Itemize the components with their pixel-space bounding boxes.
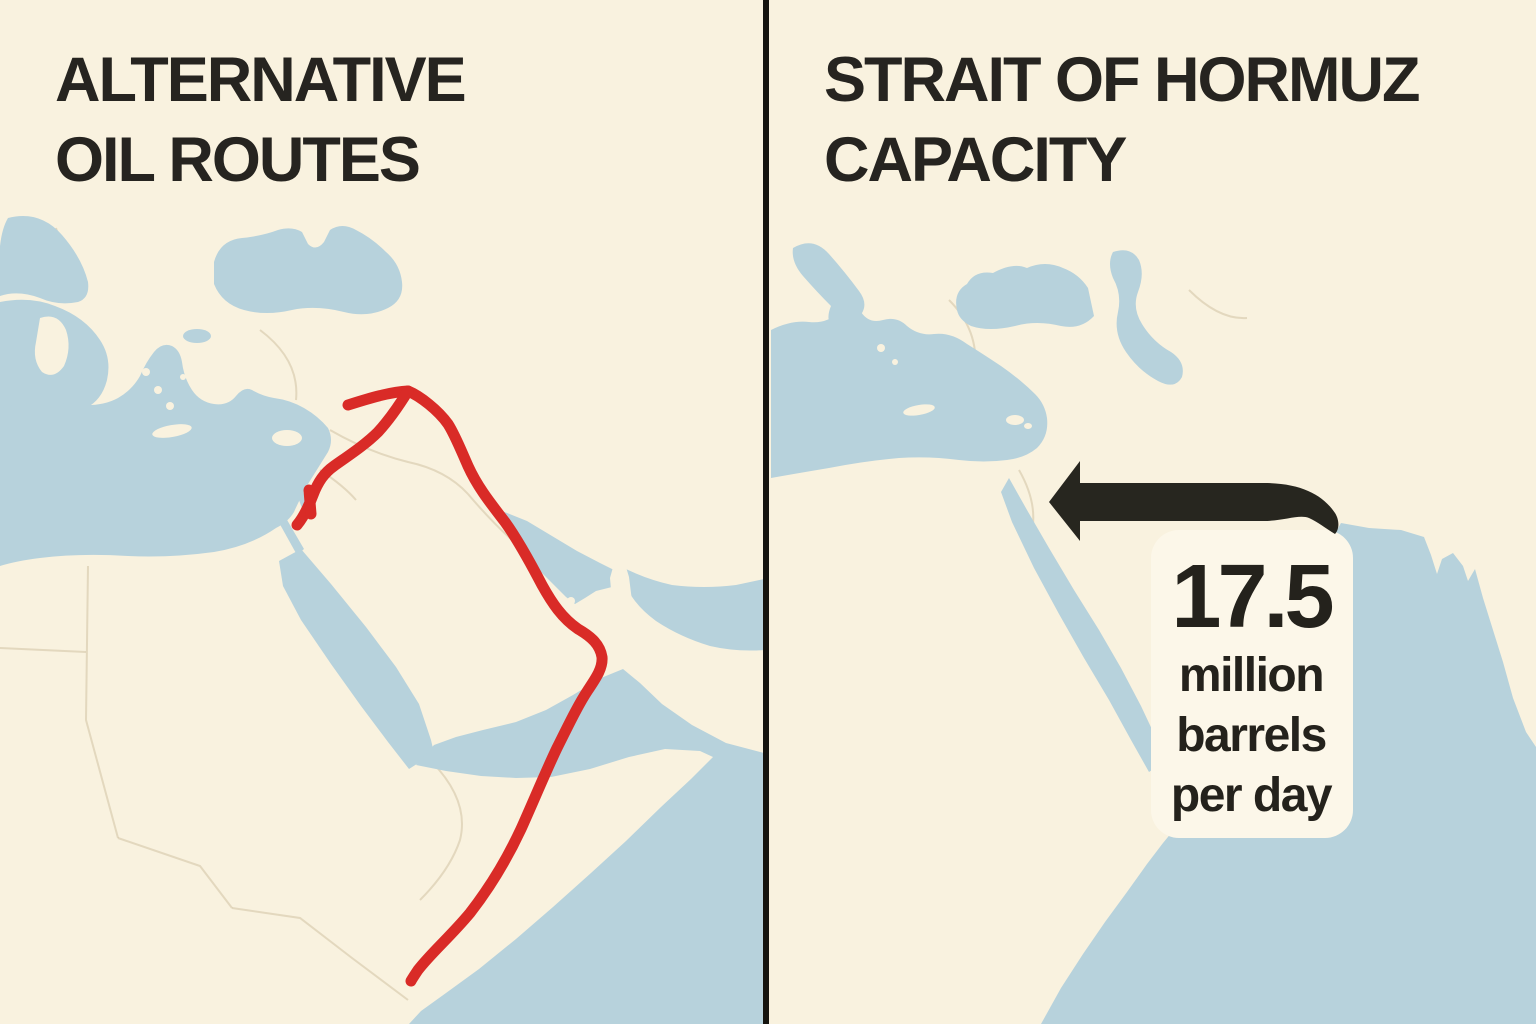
adriatic-sea [0, 216, 89, 304]
cyprus-island [1006, 415, 1024, 425]
capacity-value: 17.5 [1171, 547, 1334, 647]
persian-gulf [502, 511, 616, 604]
left-title-line2: OIL ROUTES [55, 125, 421, 195]
mediterranean-sea [0, 344, 331, 566]
right-title-line1: STRAIT OF HORMUZ [824, 45, 1420, 115]
aegean-island [892, 359, 898, 365]
oil-route-gulf-coast [342, 385, 608, 987]
aegean-island [154, 386, 162, 394]
socotra-island [565, 782, 579, 790]
capacity-callout: 17.5 million barrels per day [1150, 548, 1352, 826]
capacity-unit-line: per day [1170, 769, 1333, 822]
aegean-island [142, 368, 150, 376]
aegean-island [180, 374, 186, 380]
alternative-routes-panel [0, 0, 764, 1024]
mediterranean-sea [771, 306, 1048, 478]
musandam-peninsula [610, 557, 632, 610]
bahrain-island [567, 597, 575, 605]
crete-island [152, 424, 192, 438]
right-panel-title: STRAIT OF HORMUZ CAPACITY [824, 40, 1420, 200]
capacity-unit-line: million [1178, 649, 1325, 702]
crete-island [903, 404, 935, 416]
middle-east-routes-map [0, 216, 764, 1024]
red-sea [1001, 478, 1164, 772]
aegean-island [166, 402, 174, 410]
right-title-line2: CAPACITY [824, 125, 1127, 195]
cyprus-island [272, 430, 302, 446]
gulf-of-oman [620, 566, 764, 651]
black-sea [214, 226, 403, 315]
panel-divider [763, 0, 769, 1024]
alternative-oil-routes [291, 385, 608, 987]
sea-of-marmara [183, 329, 211, 343]
arabian-sea [409, 669, 764, 1024]
left-title-line1: ALTERNATIVE [55, 45, 467, 115]
oil-route-aqaba-spur [303, 484, 317, 520]
left-arrow-icon [1049, 461, 1339, 541]
capacity-callout-panel [1151, 530, 1353, 838]
strait-of-hormuz-map [771, 243, 1536, 1024]
caspian-sea [1110, 250, 1183, 385]
small-island [1024, 423, 1032, 429]
left-panel-title: ALTERNATIVE OIL ROUTES [55, 40, 467, 200]
capacity-unit-line: barrels [1176, 709, 1327, 762]
greece-peninsula [34, 316, 69, 375]
gulf-of-suez [277, 513, 304, 555]
black-sea [956, 264, 1094, 329]
aegean-island [877, 344, 885, 352]
hormuz-capacity-panel [769, 0, 1536, 1024]
red-sea [279, 549, 434, 769]
